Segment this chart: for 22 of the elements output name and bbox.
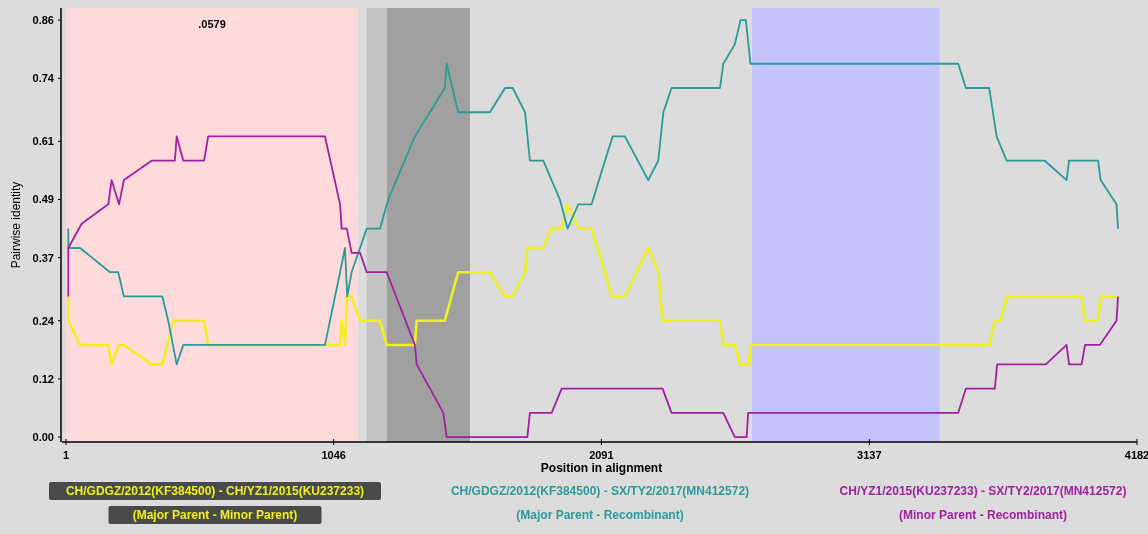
y-tick-label: 0.86: [32, 13, 54, 26]
x-tick-label: 3137: [857, 449, 882, 461]
line-series: [67, 19, 1119, 366]
text: CH/YZ1/2015(KU237233) - SX/TY2/2017(MN412572) (Minor Parent - Recombinant): [839, 484, 1127, 522]
y-tick-label: 0.37: [32, 251, 54, 264]
x-tick-label: 2091: [589, 449, 614, 461]
y-tick-label: 0.61: [32, 135, 54, 148]
y-tick-label: 0.74: [32, 72, 55, 85]
y-tick-label: 0.12: [32, 372, 54, 385]
x-tick-label: 1: [62, 449, 70, 461]
y-tick-label: 0.24: [32, 314, 55, 327]
text: CH/GDGZ/2012(KF384500) - SX/TY2/2017(MN412572) (Major Parent - Recombinant): [450, 484, 750, 522]
text: CH/GDGZ/2012(KF384500) - CH/YZ1/2015(KU237233) (Major Parent - Minor Parent): [65, 484, 365, 522]
x-tick-label: 4182: [1124, 449, 1148, 461]
annotation: .0579: [198, 18, 226, 30]
x-tick-label: 1046: [321, 449, 346, 461]
y-axis-title: Pairwise identity: [9, 181, 23, 269]
x-axis-title: Position in alignment: [540, 461, 663, 475]
line-series: [67, 135, 1119, 438]
line-series: [67, 203, 1120, 366]
y-tick-label: 0.00: [32, 430, 54, 443]
y-tick-label: 0.49: [32, 193, 54, 206]
